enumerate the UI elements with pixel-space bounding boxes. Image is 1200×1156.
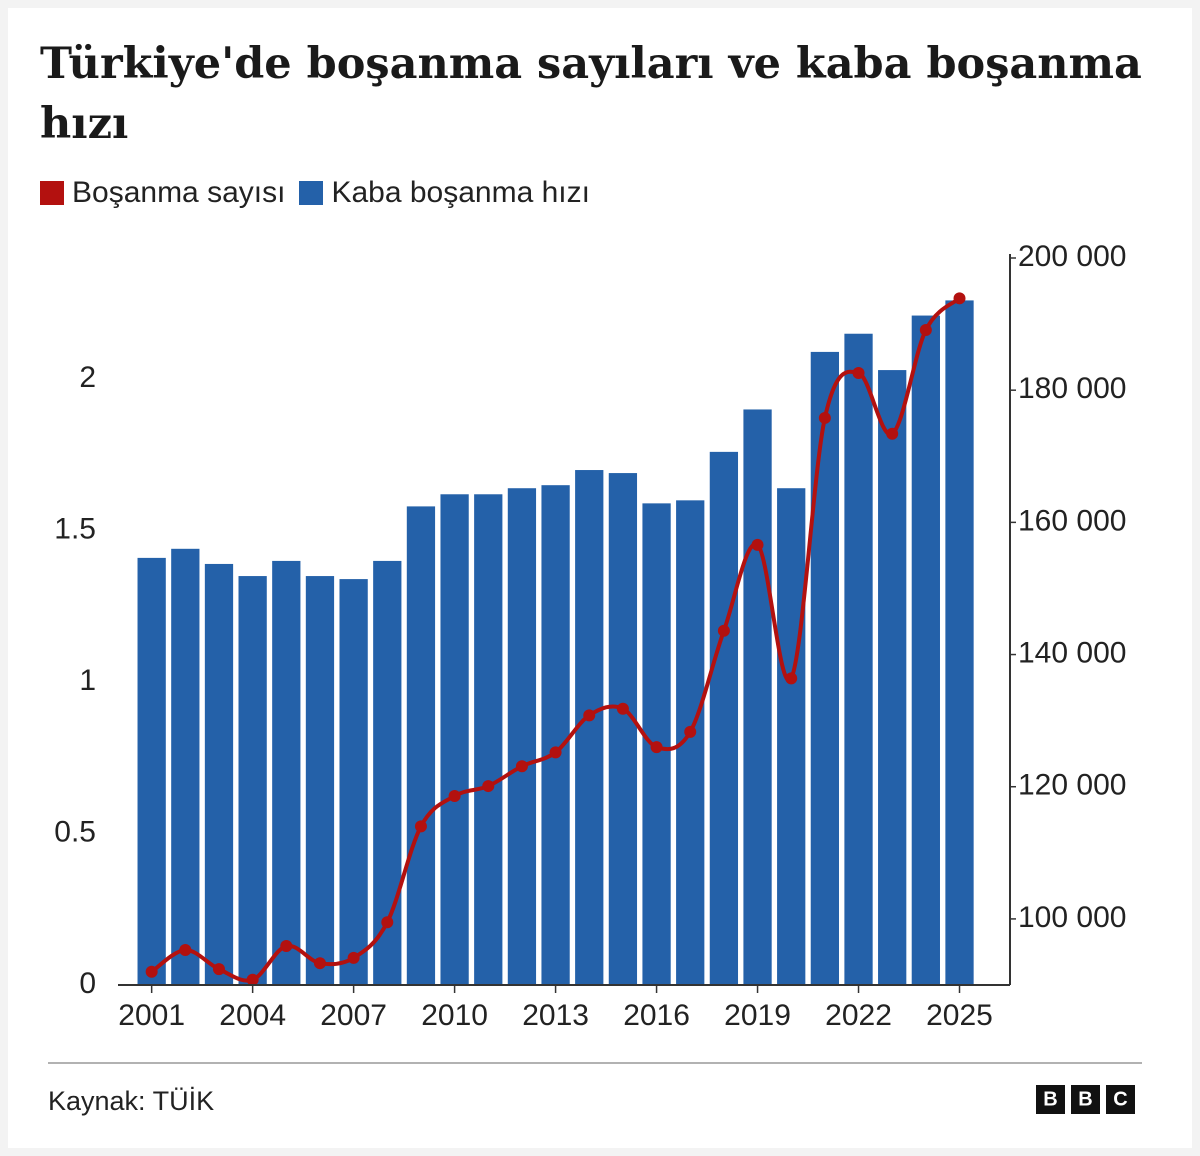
line-point xyxy=(179,943,192,956)
logo-box xyxy=(1071,1085,1100,1114)
line-point xyxy=(482,780,495,793)
bar xyxy=(137,557,166,985)
y2-tick-label: 160 000 xyxy=(1018,504,1126,537)
legend-label: Kaba boşanma hızı xyxy=(331,176,590,209)
bar xyxy=(373,560,402,985)
line-point xyxy=(212,963,225,976)
line-point xyxy=(953,292,966,305)
line-point xyxy=(280,940,293,953)
bar xyxy=(810,351,840,985)
bar xyxy=(440,494,469,985)
legend-item: Boşanma sayısı xyxy=(40,176,285,210)
y-tick-label: 1.5 xyxy=(54,513,96,546)
line-point xyxy=(414,820,427,833)
bar xyxy=(743,409,772,985)
line-point xyxy=(549,746,562,759)
line-point xyxy=(785,672,798,685)
bar xyxy=(541,485,570,985)
y2-tick-label: 200 000 xyxy=(1018,240,1126,273)
line-point xyxy=(313,957,326,970)
x-tick-label: 2010 xyxy=(421,999,488,1032)
x-tick-label: 2013 xyxy=(522,999,589,1032)
line-point xyxy=(751,538,764,551)
logo-box xyxy=(1036,1085,1065,1114)
line-point xyxy=(448,789,461,802)
y2-tick-label: 180 000 xyxy=(1018,372,1126,405)
line-point xyxy=(919,324,932,337)
line-point xyxy=(852,366,865,379)
bar xyxy=(339,579,368,985)
logo-box xyxy=(1106,1085,1135,1114)
legend-swatch xyxy=(299,181,324,205)
x-tick-label: 2016 xyxy=(623,999,690,1032)
chart-title: Türkiye'de boşanma sayıları ve kaba boşa… xyxy=(40,39,1142,149)
bar xyxy=(777,488,806,985)
legend-item: Kaba boşanma hızı xyxy=(299,176,590,210)
legend-label: Boşanma sayısı xyxy=(72,176,286,209)
line-point xyxy=(583,709,596,722)
legend: Boşanma sayısı Kaba boşanma hızı xyxy=(40,176,604,210)
source: Kaynak: TÜİK xyxy=(48,1085,214,1116)
line-point xyxy=(616,702,629,715)
bar xyxy=(709,451,739,985)
x-tick-label: 2022 xyxy=(825,999,892,1032)
bar xyxy=(406,506,436,985)
bar xyxy=(844,333,873,986)
x-tick-label: 2007 xyxy=(320,999,387,1032)
y-tick-label: 0.5 xyxy=(54,815,96,848)
y2-tick-label: 140 000 xyxy=(1018,636,1126,669)
line-point xyxy=(886,427,899,440)
x-tick-label: 2019 xyxy=(724,999,791,1032)
legend-swatch xyxy=(40,181,64,205)
y-tick-label: 1 xyxy=(79,664,96,697)
bar xyxy=(911,315,940,985)
y-tick-label: 0 xyxy=(79,967,96,1000)
x-tick-label: 2001 xyxy=(118,999,185,1032)
line-point xyxy=(145,965,158,978)
line-point xyxy=(515,760,528,773)
x-tick-label: 2004 xyxy=(219,999,286,1032)
bar xyxy=(575,470,604,986)
line-point xyxy=(650,741,663,754)
logo-letter: B xyxy=(1078,1088,1092,1110)
line-point xyxy=(717,624,730,637)
line-point xyxy=(818,411,831,424)
bar xyxy=(305,576,335,985)
bar xyxy=(474,494,503,985)
bar xyxy=(272,560,301,985)
bar xyxy=(171,548,200,985)
bar xyxy=(238,576,267,985)
logo-letter: B xyxy=(1043,1088,1057,1110)
y-tick-label: 2 xyxy=(79,361,96,394)
line-point xyxy=(347,951,360,964)
y2-tick-label: 120 000 xyxy=(1018,769,1126,802)
line-point xyxy=(684,725,697,738)
line-point xyxy=(246,973,259,986)
bar xyxy=(945,300,974,985)
logo-letter: C xyxy=(1113,1088,1127,1110)
bar xyxy=(878,370,907,985)
y2-tick-label: 100 000 xyxy=(1018,901,1126,934)
bar xyxy=(507,488,537,985)
bar xyxy=(204,563,234,985)
bar xyxy=(608,473,638,985)
x-tick-label: 2025 xyxy=(926,999,993,1032)
line-point xyxy=(381,916,394,929)
